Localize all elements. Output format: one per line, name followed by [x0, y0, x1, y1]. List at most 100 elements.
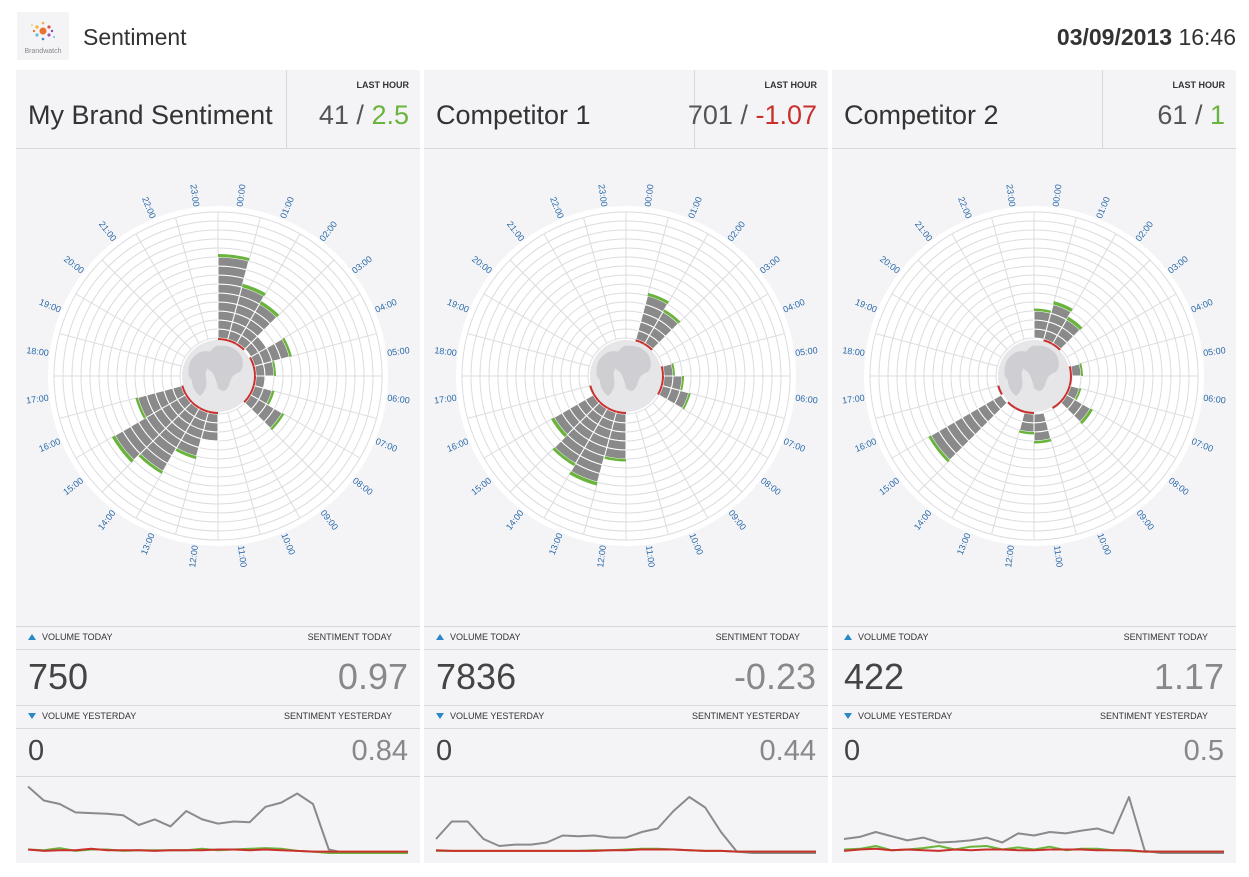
hour-label: 00:00	[1051, 184, 1064, 208]
today-value-row: 422 1.17	[832, 649, 1236, 705]
volume-today-label: VOLUME TODAY	[436, 632, 521, 642]
rose-spoke	[236, 408, 301, 519]
volume-yesterday-label-text: VOLUME YESTERDAY	[858, 711, 953, 721]
sentiment-today-label: SENTIMENT TODAY	[307, 632, 392, 642]
negative-line	[435, 848, 816, 853]
hour-label: 07:00	[374, 436, 399, 454]
rose-spoke	[662, 333, 785, 367]
hour-label: 08:00	[1167, 475, 1191, 497]
positive-cap	[671, 363, 675, 376]
positive-cap	[282, 337, 292, 357]
positive-cap	[135, 397, 147, 419]
panel-title: Competitor 1	[436, 100, 591, 130]
hour-label: 08:00	[351, 475, 375, 497]
trend-up-icon	[28, 634, 36, 640]
positive-cap	[603, 456, 626, 462]
sentiment-today-value: -0.23	[733, 656, 816, 697]
rose-spoke	[917, 259, 1008, 350]
last-hour-volume: 41	[318, 100, 349, 130]
hour-label: 14:00	[912, 508, 934, 532]
volume-yesterday-value: 0	[844, 735, 861, 767]
volume-today-value: 750	[28, 656, 89, 697]
sentiment-today-label: SENTIMENT TODAY	[1123, 632, 1208, 642]
last-hour-value: 701 / -1.07	[688, 100, 817, 131]
positive-cap	[928, 435, 950, 463]
brandwatch-logo[interactable]: Brandwatch	[17, 12, 69, 60]
hour-label: 17:00	[434, 393, 458, 406]
volume-bar-segment	[553, 440, 581, 465]
rose-spoke	[951, 408, 1016, 519]
hourly-sentiment-rose-chart: 00:00 01:00 02:00 03:00 04:00 05:00 06:00 07:00…	[434, 184, 819, 569]
globe-landmass	[613, 345, 651, 391]
volume-bar-segment	[1033, 429, 1052, 442]
hour-label: 16:00	[853, 436, 878, 454]
hour-label: 10:00	[279, 532, 297, 557]
hour-label: 14:00	[504, 508, 526, 532]
volume-bar-segment	[217, 256, 250, 271]
hour-label: 10:00	[687, 532, 705, 557]
volume-yesterday-label: VOLUME YESTERDAY	[28, 711, 136, 721]
logo-text: Brandwatch	[24, 48, 62, 55]
top-bar: Brandwatch Sentiment 03/09/2013 16:46	[0, 0, 1249, 70]
volume-bar-segment	[662, 363, 674, 377]
positive-cap	[218, 254, 250, 262]
sentiment-yesterday-label: SENTIMENT YESTERDAY	[283, 711, 392, 721]
logo-mark-icon	[31, 21, 55, 41]
today-value-row: 7836 -0.23	[424, 649, 828, 705]
last-hour-value: 61 / 1	[1157, 100, 1225, 131]
positive-cap	[270, 413, 285, 431]
hour-label: 06:00	[1203, 393, 1227, 406]
hour-label: 09:00	[1134, 508, 1156, 532]
hour-label: 18:00	[434, 345, 458, 358]
hour-label: 01:00	[686, 195, 704, 220]
volume-yesterday-label: VOLUME YESTERDAY	[844, 711, 952, 721]
hour-label: 23:00	[188, 184, 201, 208]
rose-spoke	[652, 402, 743, 493]
rose-spoke	[1070, 333, 1193, 367]
hour-label: 16:00	[37, 436, 62, 454]
hour-label: 08:00	[759, 475, 783, 497]
hour-label: 22:00	[956, 195, 974, 220]
hour-label: 12:00	[1003, 545, 1016, 569]
negative-band	[235, 343, 245, 352]
rose-spoke	[658, 293, 769, 358]
globe-icon	[998, 340, 1070, 412]
hour-label: 09:00	[318, 508, 340, 532]
last-hour-label: LAST HOUR	[356, 80, 410, 90]
rose-spoke	[644, 408, 709, 519]
last-hour-sentiment: 2.5	[371, 100, 409, 130]
hour-label: 01:00	[278, 195, 296, 220]
hourly-sentiment-rose-chart: 00:00 01:00 02:00 03:00 04:00 05:00 06:00 07:00…	[26, 184, 411, 569]
hour-label: 04:00	[782, 297, 807, 315]
sentiment-yesterday-value: 0.5	[1183, 735, 1224, 767]
app-title: Sentiment	[83, 24, 187, 50]
last-hour-box: LAST HOUR 41 / 2.5	[286, 70, 421, 148]
yesterday-label-row: VOLUME YESTERDAY SENTIMENT YESTERDAY	[16, 705, 420, 728]
volume-yesterday-value: 0	[436, 735, 453, 767]
positive-cap	[1079, 408, 1093, 425]
volume-yesterday-label-text: VOLUME YESTERDAY	[450, 711, 545, 721]
hour-label: 21:00	[913, 219, 935, 243]
hour-label: 11:00	[644, 545, 657, 568]
volume-bar-segment	[137, 394, 155, 419]
rose-spoke	[1066, 293, 1177, 358]
rose-spoke	[227, 412, 261, 535]
hour-label: 06:00	[387, 393, 411, 406]
yesterday-label-row: VOLUME YESTERDAY SENTIMENT YESTERDAY	[424, 705, 828, 728]
positive-cap	[680, 376, 684, 392]
hour-label: 12:00	[595, 545, 608, 569]
volume-bar-segment	[553, 412, 575, 436]
volume-yesterday-value: 0	[28, 735, 45, 767]
hour-label: 00:00	[235, 184, 248, 208]
hour-label: 17:00	[26, 393, 50, 406]
rose-bars	[111, 254, 292, 474]
last-hour-sentiment: 1	[1209, 100, 1225, 130]
positive-cap	[1053, 301, 1073, 312]
trend-down-icon	[844, 713, 852, 719]
rose-spoke	[101, 259, 192, 350]
yesterday-value-row: 0 0.84	[16, 728, 420, 776]
hour-label: 20:00	[62, 254, 86, 276]
sentiment-yesterday-value: 0.84	[351, 735, 408, 767]
sentiment-today-value: 1.17	[1153, 656, 1224, 697]
hour-label: 01:00	[1094, 195, 1112, 220]
